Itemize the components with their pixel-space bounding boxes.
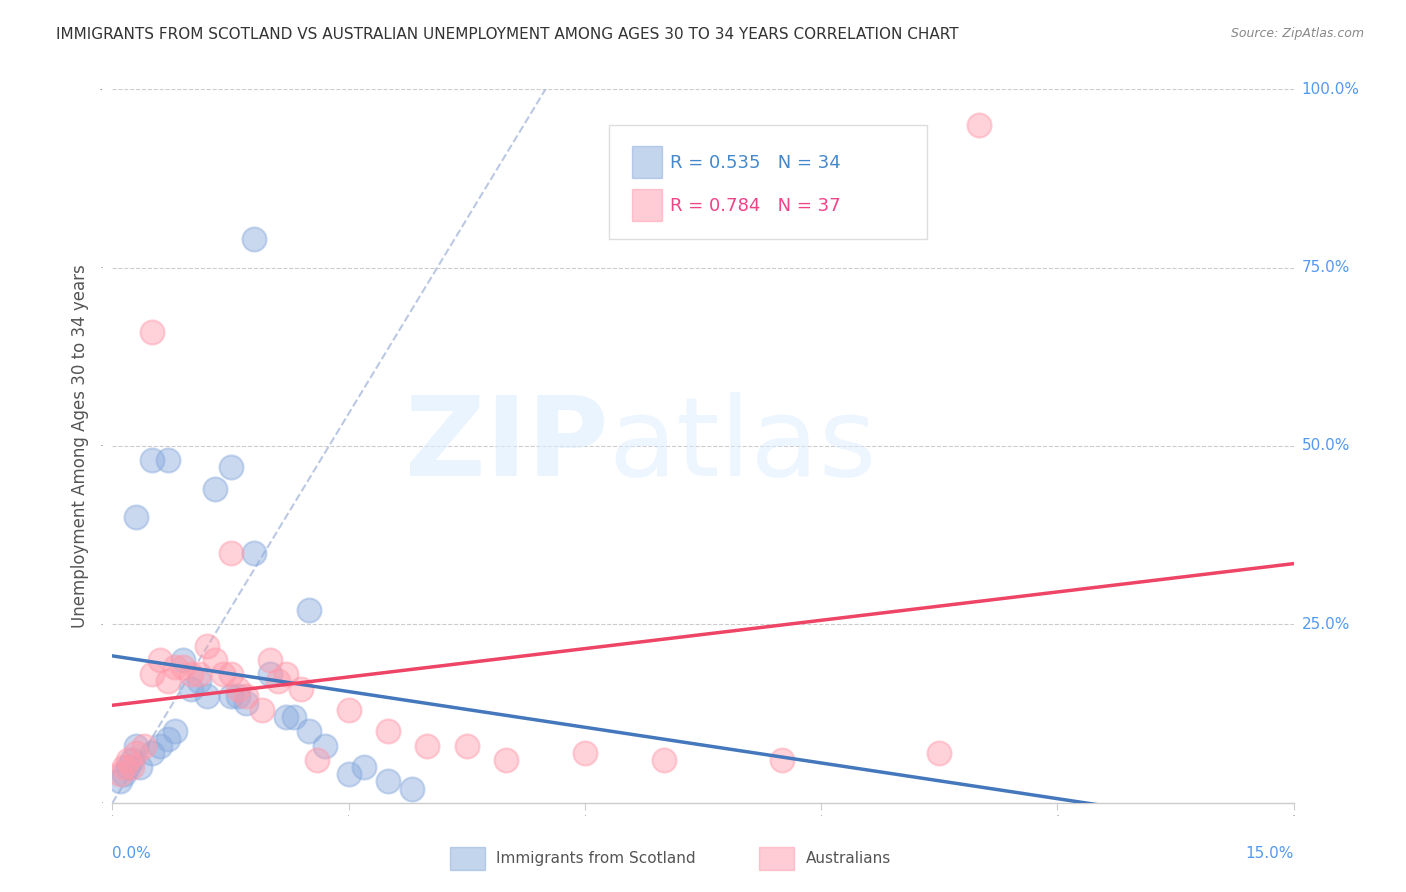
Text: Immigrants from Scotland: Immigrants from Scotland	[496, 852, 696, 866]
Point	[377, 724, 399, 739]
Text: 15.0%: 15.0%	[1246, 846, 1294, 861]
Text: 100.0%: 100.0%	[1302, 82, 1360, 96]
Text: ZIP: ZIP	[405, 392, 609, 500]
Point	[132, 739, 155, 753]
Point	[180, 681, 202, 696]
Point	[125, 746, 148, 760]
Point	[110, 774, 132, 789]
Text: R = 0.784   N = 37: R = 0.784 N = 37	[669, 196, 841, 214]
Point	[211, 667, 233, 681]
Point	[117, 753, 139, 767]
Point	[314, 739, 336, 753]
Point	[129, 760, 152, 774]
Point	[652, 753, 675, 767]
Text: Australians: Australians	[806, 852, 891, 866]
Point	[967, 118, 990, 132]
Point	[416, 739, 439, 753]
Point	[770, 753, 793, 767]
Point	[195, 689, 218, 703]
Point	[243, 232, 266, 246]
Point	[377, 774, 399, 789]
Point	[112, 767, 135, 781]
Point	[188, 674, 211, 689]
Point	[180, 667, 202, 681]
Point	[298, 724, 321, 739]
Point	[243, 546, 266, 560]
Point	[228, 689, 250, 703]
Point	[141, 453, 163, 467]
Text: 75.0%: 75.0%	[1302, 260, 1350, 275]
Point	[125, 510, 148, 524]
Point	[228, 681, 250, 696]
Point	[259, 667, 281, 681]
Point	[250, 703, 273, 717]
Text: 25.0%: 25.0%	[1302, 617, 1350, 632]
Point	[219, 546, 242, 560]
Text: Source: ZipAtlas.com: Source: ZipAtlas.com	[1230, 27, 1364, 40]
Point	[112, 760, 135, 774]
Point	[283, 710, 305, 724]
Point	[165, 724, 187, 739]
Point	[274, 710, 297, 724]
Y-axis label: Unemployment Among Ages 30 to 34 years: Unemployment Among Ages 30 to 34 years	[72, 264, 89, 628]
Point	[204, 653, 226, 667]
Point	[149, 739, 172, 753]
Point	[188, 667, 211, 681]
Point	[141, 667, 163, 681]
Point	[117, 760, 139, 774]
Point	[195, 639, 218, 653]
Point	[219, 667, 242, 681]
Point	[172, 653, 194, 667]
Point	[156, 453, 179, 467]
FancyBboxPatch shape	[633, 189, 662, 221]
Text: R = 0.535   N = 34: R = 0.535 N = 34	[669, 153, 841, 171]
Point	[235, 689, 257, 703]
Point	[353, 760, 375, 774]
Point	[574, 746, 596, 760]
Point	[110, 767, 132, 781]
Text: 50.0%: 50.0%	[1302, 439, 1350, 453]
Point	[337, 767, 360, 781]
Point	[141, 746, 163, 760]
Point	[298, 603, 321, 617]
Point	[307, 753, 329, 767]
Point	[125, 739, 148, 753]
Point	[121, 753, 143, 767]
Point	[928, 746, 950, 760]
Point	[401, 781, 423, 796]
Text: 0.0%: 0.0%	[112, 846, 152, 861]
Point	[495, 753, 517, 767]
Point	[259, 653, 281, 667]
Point	[121, 760, 143, 774]
Point	[337, 703, 360, 717]
Point	[290, 681, 312, 696]
Text: atlas: atlas	[609, 392, 877, 500]
Point	[156, 731, 179, 746]
Point	[165, 660, 187, 674]
Point	[172, 660, 194, 674]
Point	[219, 689, 242, 703]
Text: IMMIGRANTS FROM SCOTLAND VS AUSTRALIAN UNEMPLOYMENT AMONG AGES 30 TO 34 YEARS CO: IMMIGRANTS FROM SCOTLAND VS AUSTRALIAN U…	[56, 27, 959, 42]
Point	[204, 482, 226, 496]
Point	[141, 325, 163, 339]
FancyBboxPatch shape	[633, 146, 662, 178]
Point	[156, 674, 179, 689]
Point	[267, 674, 290, 689]
Point	[235, 696, 257, 710]
Point	[274, 667, 297, 681]
Point	[149, 653, 172, 667]
Point	[219, 460, 242, 475]
Point	[456, 739, 478, 753]
FancyBboxPatch shape	[609, 125, 928, 239]
